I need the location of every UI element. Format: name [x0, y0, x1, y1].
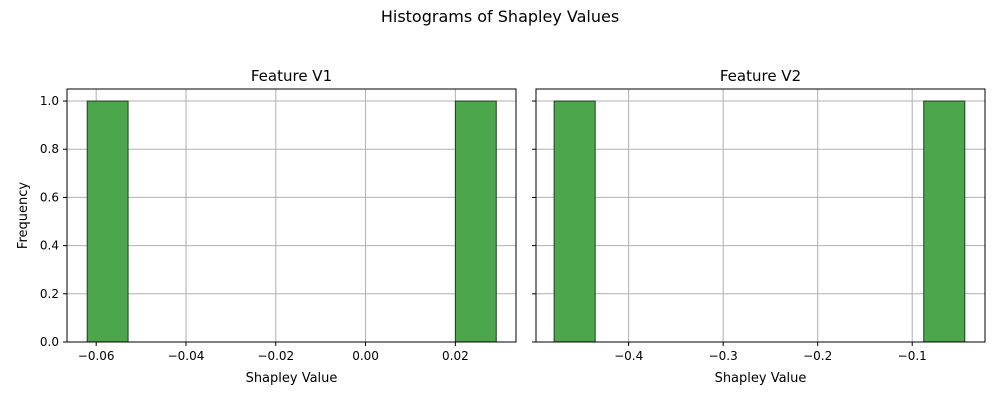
histogram-bar: [86, 100, 129, 343]
subplot-title: Feature V1: [251, 67, 332, 85]
y-tick-label: 0.4: [40, 239, 59, 253]
x-tick-label: −0.06: [78, 349, 115, 363]
x-tick-label: −0.2: [803, 349, 832, 363]
x-axis-label: Shapley Value: [246, 371, 338, 386]
histogram-bar: [923, 100, 966, 343]
figure-suptitle: Histograms of Shapley Values: [381, 7, 619, 26]
y-tick-label: 0.2: [40, 287, 59, 301]
x-tick-label: −0.04: [168, 349, 205, 363]
histogram-bar: [454, 100, 497, 343]
x-tick-label: −0.4: [614, 349, 643, 363]
x-axis-label: Shapley Value: [715, 371, 807, 386]
x-tick-label: −0.3: [709, 349, 738, 363]
y-tick-label: 0.0: [40, 335, 59, 349]
y-tick-label: 0.8: [40, 142, 59, 156]
subplot-feature-v1: −0.06 −0.04 −0.02 0.00 0.02 0.0 0.2 0.4 0.6 0.8 1.…: [16, 67, 517, 386]
subplot-feature-v2: −0.4 −0.3 −0.2 −0.1 Feature V2 Shapley Value: [532, 67, 986, 386]
axes-frame: [535, 88, 986, 343]
x-tick-label: −0.02: [257, 349, 294, 363]
histogram-bar: [553, 100, 596, 343]
x-tick-label: 0.02: [442, 349, 469, 363]
y-tick-label: 1.0: [40, 94, 59, 108]
y-tick-label: 0.6: [40, 190, 59, 204]
y-axis-label: Frequency: [16, 182, 31, 249]
x-tick-label: −0.1: [898, 349, 927, 363]
subplot-title: Feature V2: [720, 67, 801, 85]
x-tick-label: 0.00: [352, 349, 379, 363]
axes-frame: [66, 88, 517, 343]
